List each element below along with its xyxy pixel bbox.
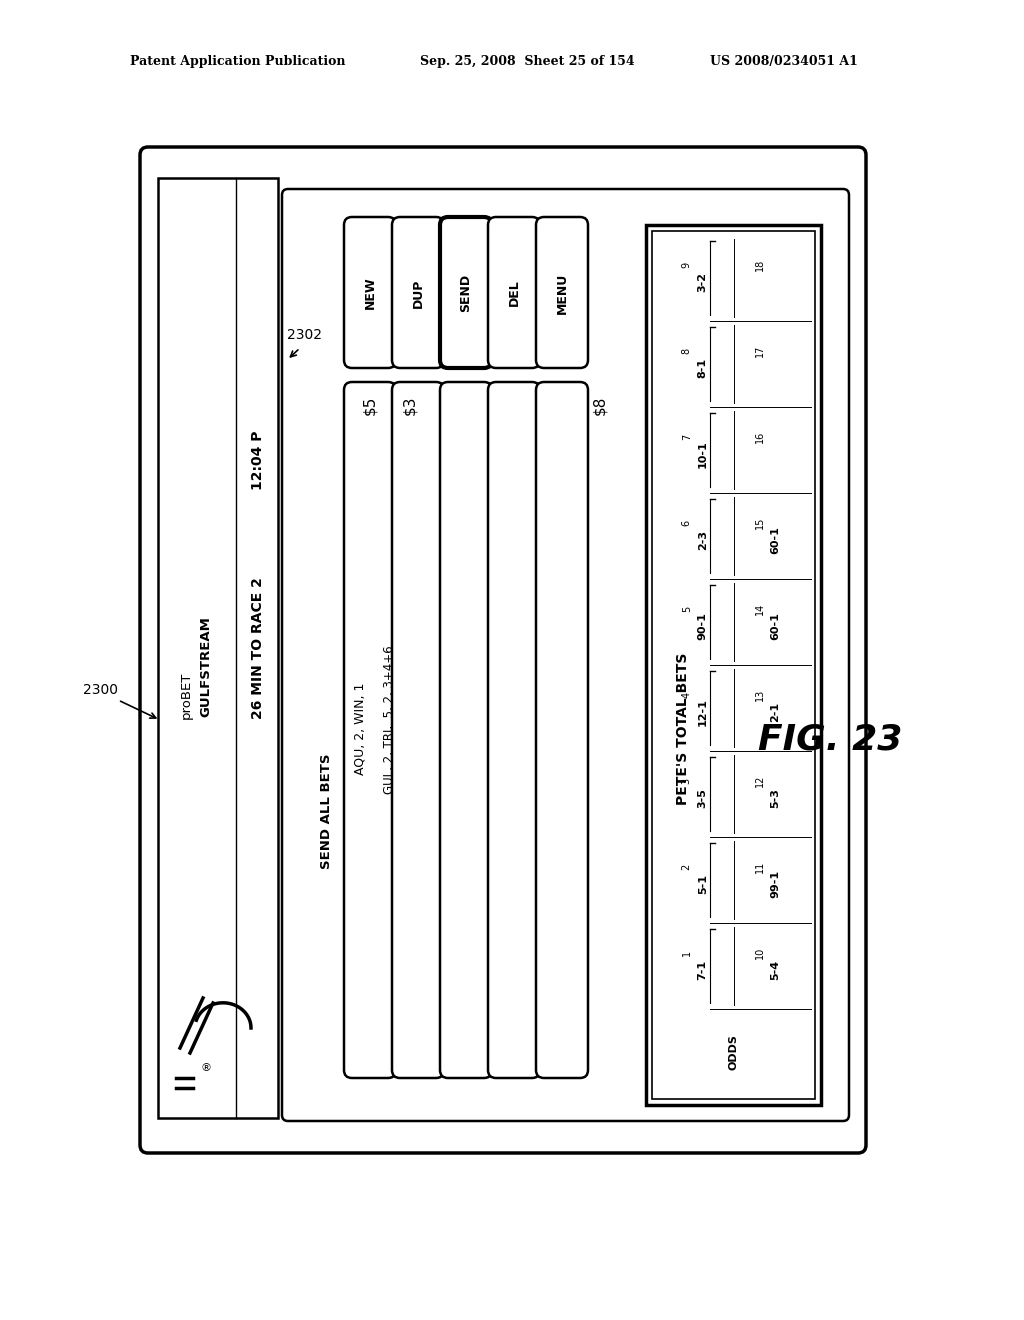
Text: 8-1: 8-1 xyxy=(697,358,708,379)
Text: 18: 18 xyxy=(755,259,765,271)
FancyBboxPatch shape xyxy=(488,216,540,368)
FancyBboxPatch shape xyxy=(392,216,444,368)
Text: 16: 16 xyxy=(755,430,765,444)
Text: 26 MIN TO RACE 2: 26 MIN TO RACE 2 xyxy=(251,577,265,719)
Text: 99-1: 99-1 xyxy=(771,870,780,899)
Text: Sep. 25, 2008  Sheet 25 of 154: Sep. 25, 2008 Sheet 25 of 154 xyxy=(420,55,635,69)
Text: 13: 13 xyxy=(755,689,765,701)
Text: $8: $8 xyxy=(593,395,607,414)
Text: SEND: SEND xyxy=(460,275,472,312)
Text: GULFSTREAM: GULFSTREAM xyxy=(200,616,213,717)
Text: MENU: MENU xyxy=(555,272,568,314)
Text: 8: 8 xyxy=(682,348,692,354)
Text: 1: 1 xyxy=(682,950,692,956)
Text: $5: $5 xyxy=(362,395,378,414)
Text: 5-4: 5-4 xyxy=(771,960,780,981)
FancyBboxPatch shape xyxy=(282,189,849,1121)
Text: 15: 15 xyxy=(755,517,765,529)
Text: Patent Application Publication: Patent Application Publication xyxy=(130,55,345,69)
Text: 3-2: 3-2 xyxy=(697,272,708,292)
Text: ODDS: ODDS xyxy=(728,1034,738,1071)
Text: 90-1: 90-1 xyxy=(697,612,708,640)
Bar xyxy=(646,224,821,1105)
Text: 11: 11 xyxy=(755,861,765,874)
Text: 7-1: 7-1 xyxy=(697,960,708,981)
Text: 17: 17 xyxy=(755,345,765,358)
Text: 3: 3 xyxy=(682,777,692,784)
Text: 12:04 P: 12:04 P xyxy=(251,430,265,490)
Text: DEL: DEL xyxy=(508,280,520,306)
FancyBboxPatch shape xyxy=(344,216,396,368)
Text: 2300: 2300 xyxy=(83,682,118,697)
Text: 5-1: 5-1 xyxy=(697,874,708,895)
Text: 9: 9 xyxy=(682,263,692,268)
Text: 5-3: 5-3 xyxy=(771,788,780,808)
Bar xyxy=(158,178,278,1118)
Text: 14: 14 xyxy=(755,603,765,615)
Text: 10-1: 10-1 xyxy=(697,441,708,469)
Text: FIG. 23: FIG. 23 xyxy=(758,723,902,756)
Text: 2-3: 2-3 xyxy=(697,531,708,550)
Text: 60-1: 60-1 xyxy=(771,527,780,554)
FancyBboxPatch shape xyxy=(536,381,588,1078)
FancyBboxPatch shape xyxy=(488,381,540,1078)
Text: proBET: proBET xyxy=(179,672,193,718)
Text: DUP: DUP xyxy=(412,279,425,308)
Text: NEW: NEW xyxy=(364,277,377,309)
FancyBboxPatch shape xyxy=(392,381,444,1078)
FancyBboxPatch shape xyxy=(440,216,492,368)
FancyBboxPatch shape xyxy=(440,381,492,1078)
Text: 2: 2 xyxy=(682,865,692,870)
Text: $3: $3 xyxy=(402,395,418,414)
FancyBboxPatch shape xyxy=(140,147,866,1152)
Text: PETE'S TOTAL BETS: PETE'S TOTAL BETS xyxy=(676,652,690,805)
Text: 60-1: 60-1 xyxy=(771,612,780,640)
Text: 5: 5 xyxy=(682,606,692,612)
Text: 2302: 2302 xyxy=(288,327,323,342)
Text: 3-5: 3-5 xyxy=(697,788,708,808)
Text: 10: 10 xyxy=(755,946,765,960)
Text: ®: ® xyxy=(201,1063,212,1073)
Text: 12: 12 xyxy=(755,775,765,787)
Text: 6: 6 xyxy=(682,520,692,527)
Text: 7: 7 xyxy=(682,434,692,441)
Text: SEND ALL BETS: SEND ALL BETS xyxy=(319,754,333,869)
Text: GUL, 2, TRI,  5, 2, 3+4+6: GUL, 2, TRI, 5, 2, 3+4+6 xyxy=(384,645,396,793)
Bar xyxy=(652,231,815,1100)
Text: AQU, 2, WIN, 1: AQU, 2, WIN, 1 xyxy=(353,682,367,775)
FancyBboxPatch shape xyxy=(344,381,396,1078)
FancyBboxPatch shape xyxy=(536,216,588,368)
Text: US 2008/0234051 A1: US 2008/0234051 A1 xyxy=(710,55,858,69)
Text: 4: 4 xyxy=(682,692,692,698)
Text: 12-1: 12-1 xyxy=(697,698,708,726)
Text: 2-1: 2-1 xyxy=(771,702,780,722)
